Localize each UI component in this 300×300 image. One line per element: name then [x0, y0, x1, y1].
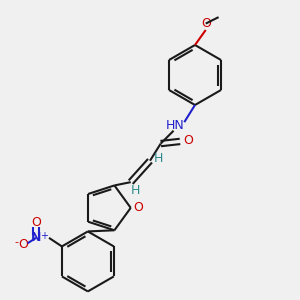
Text: +: +: [40, 231, 48, 241]
Text: O: O: [31, 216, 41, 230]
Text: O: O: [18, 238, 28, 251]
Text: H: H: [154, 152, 163, 165]
Text: HN: HN: [165, 119, 184, 132]
Text: O: O: [184, 134, 194, 147]
Text: H: H: [130, 184, 140, 197]
Text: N: N: [31, 231, 41, 244]
Text: O: O: [201, 17, 211, 30]
Text: -: -: [15, 237, 19, 247]
Text: O: O: [133, 201, 143, 214]
